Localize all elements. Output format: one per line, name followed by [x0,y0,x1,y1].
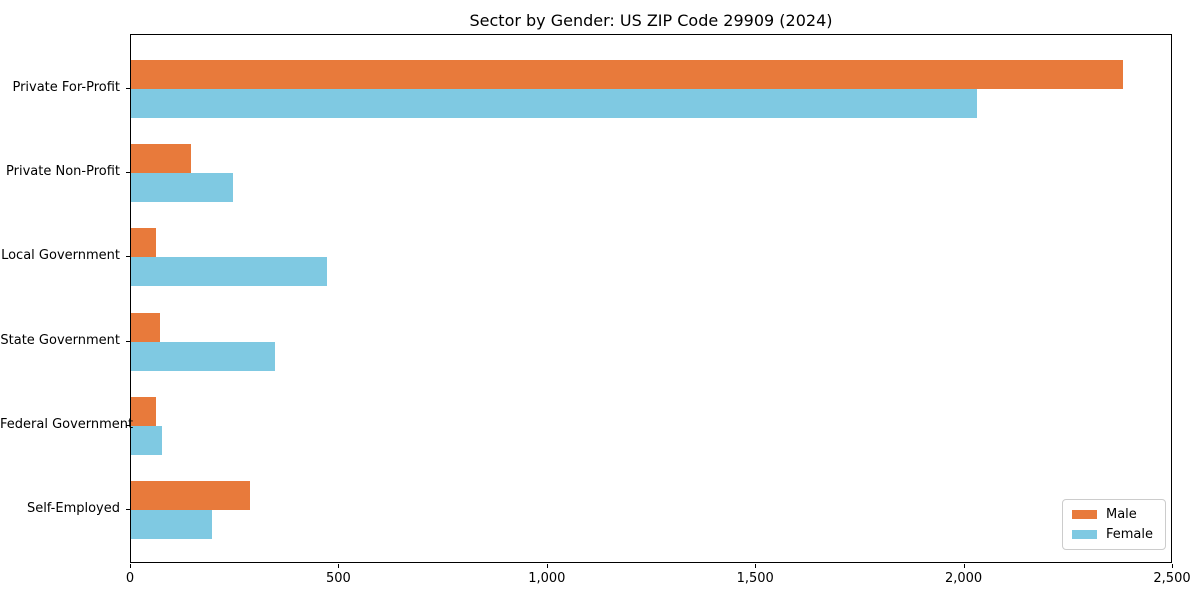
ytick-label: Federal Government [0,416,134,432]
bar-male-4 [131,396,156,426]
xtick-label: 2,500 [1153,571,1191,586]
bar-female-1 [131,173,234,203]
bar-female-2 [131,257,327,287]
bar-female-5 [131,510,213,539]
xtick-mark [130,564,131,568]
ytick-mark [126,340,130,342]
xtick-mark [546,564,548,568]
ytick-label: Private For-Profit [12,80,120,95]
ytick-label: Private Non-Profit [6,164,120,180]
bar-male-0 [131,60,1123,89]
bar-male-2 [131,228,156,258]
bar-female-3 [131,341,275,371]
bar-male-1 [131,144,192,174]
xtick-label: 500 [325,571,351,586]
xtick-mark [963,564,965,568]
ytick-label: State Government [0,332,120,348]
legend-row-male: Male [1071,507,1153,522]
female-series-swatch [1071,530,1097,539]
xtick-label: 0 [125,571,135,586]
ytick-mark [126,88,130,89]
ytick-label: Self-Employed [26,501,120,516]
chart-title: Sector by Gender: US ZIP Code 29909 (202… [469,11,833,30]
ytick-mark [126,509,130,510]
xtick-mark [338,564,340,568]
xtick-label: 2,000 [944,571,983,586]
male-series-swatch [1071,510,1097,519]
legend-label-male: Male [1105,507,1137,522]
xtick-mark [1172,564,1173,568]
bar-male-5 [131,481,250,510]
xtick-label: 1,500 [736,571,774,586]
legend-label-female: Female [1105,527,1153,542]
xtick-mark [755,564,757,568]
plot-area: Male Female [130,34,1172,563]
legend-row-female: Female [1071,527,1153,542]
ytick-mark [126,172,130,174]
xtick-label: 1,000 [528,571,566,586]
ytick-mark [126,256,130,258]
ytick-label: Local Government [1,248,120,264]
bar-male-3 [131,312,161,342]
legend: Male Female [1061,499,1166,550]
bar-female-0 [131,89,978,118]
ytick-mark [126,424,130,426]
bar-female-4 [131,425,163,455]
